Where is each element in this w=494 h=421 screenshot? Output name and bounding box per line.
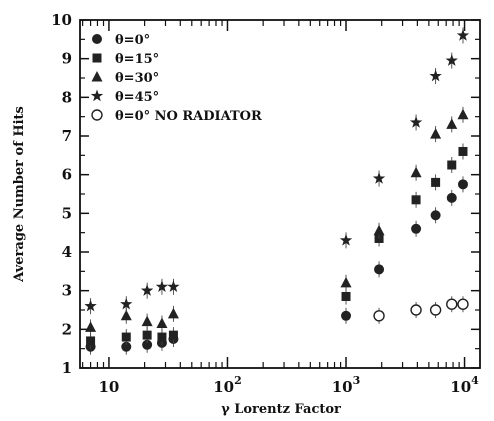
data-point-s3-8 [429, 69, 442, 82]
legend-entry-1: θ=15° [115, 52, 159, 67]
y-tick-label: 4 [62, 243, 72, 261]
axis-ticks [80, 19, 480, 369]
data-point-s3-3 [155, 280, 169, 293]
legend-entry-2: θ=30° [115, 71, 159, 86]
data-point-s3-4 [167, 280, 180, 293]
data-points [84, 27, 470, 355]
legend-entry-3: θ=45° [115, 90, 159, 105]
data-point-s0-8 [430, 210, 441, 221]
data-point-s1-10 [458, 146, 468, 156]
y-tick-label: 8 [62, 88, 72, 106]
data-point-s1-4 [168, 330, 178, 340]
x-axis-label: γ Lorentz Factor [221, 402, 341, 417]
data-point-s1-3 [157, 332, 167, 342]
y-tick-label: 6 [62, 166, 72, 184]
x-tick-label: 10 [99, 378, 120, 396]
data-point-s2-1 [120, 309, 132, 321]
data-point-s3-10 [456, 28, 470, 41]
data-point-s0-6 [374, 264, 385, 275]
data-point-s2-4 [167, 307, 179, 319]
data-point-s4-1 [410, 304, 422, 316]
y-tick-label: 3 [62, 282, 72, 300]
x-tick-labels: 10 102 103 104 [99, 374, 480, 396]
data-point-s1-0 [86, 336, 96, 346]
data-point-s3-5 [339, 233, 353, 246]
data-point-s2-5 [340, 276, 352, 288]
legend: θ=0° θ=15° θ=30° θ=45° θ=0° NO RADIATOR [90, 33, 262, 124]
data-point-s4-4 [457, 298, 469, 310]
legend-marker-1 [92, 53, 102, 63]
data-point-s0-1 [121, 341, 132, 352]
legend-marker-4 [91, 109, 103, 121]
y-tick-label: 7 [62, 127, 72, 145]
data-point-s4-3 [446, 298, 458, 310]
data-point-s0-9 [446, 192, 457, 203]
data-point-s2-2 [141, 315, 153, 327]
data-point-s3-6 [372, 172, 386, 184]
data-point-s2-7 [410, 166, 422, 178]
y-tick-label: 5 [62, 204, 72, 222]
data-point-s1-8 [431, 177, 441, 187]
legend-entry-0: θ=0° [115, 33, 150, 48]
data-point-s2-6 [373, 224, 385, 236]
data-point-s0-7 [411, 223, 422, 234]
data-point-s1-7 [411, 195, 421, 205]
y-tick-label: 1 [62, 359, 72, 377]
x-tick-label: 103 [332, 374, 361, 396]
data-point-s1-9 [447, 160, 457, 170]
data-point-s3-1 [120, 297, 133, 310]
data-point-s1-1 [121, 332, 131, 342]
data-point-s0-10 [457, 179, 468, 190]
x-tick-label: 102 [213, 374, 242, 396]
data-point-s3-2 [140, 284, 154, 296]
data-point-s2-0 [85, 321, 97, 332]
data-point-s3-9 [445, 54, 458, 66]
y-tick-label: 9 [62, 50, 72, 68]
data-point-s4-2 [429, 304, 442, 316]
data-point-s4-0 [373, 310, 385, 322]
data-point-s2-9 [446, 118, 458, 129]
y-tick-label: 2 [62, 320, 72, 338]
data-point-s0-5 [341, 310, 352, 321]
data-point-s0-2 [142, 339, 153, 350]
y-axis-label: Average Number of Hits [12, 106, 27, 283]
data-point-s2-8 [430, 128, 442, 139]
legend-entry-4: θ=0° NO RADIATOR [115, 109, 262, 124]
data-point-s2-3 [156, 317, 168, 329]
legend-marker-0 [92, 34, 102, 44]
y-tick-label: 10 [51, 11, 72, 29]
legend-marker-3 [90, 89, 104, 102]
data-point-s3-7 [409, 115, 423, 128]
legend-marker-2 [91, 71, 103, 82]
y-tick-labels: 1 2 3 4 5 6 7 8 9 10 [51, 11, 72, 377]
data-point-s1-2 [142, 330, 152, 340]
x-tick-label: 104 [450, 374, 479, 396]
data-point-s1-5 [341, 291, 351, 301]
data-point-s3-0 [84, 299, 97, 312]
data-point-s2-10 [457, 108, 469, 120]
